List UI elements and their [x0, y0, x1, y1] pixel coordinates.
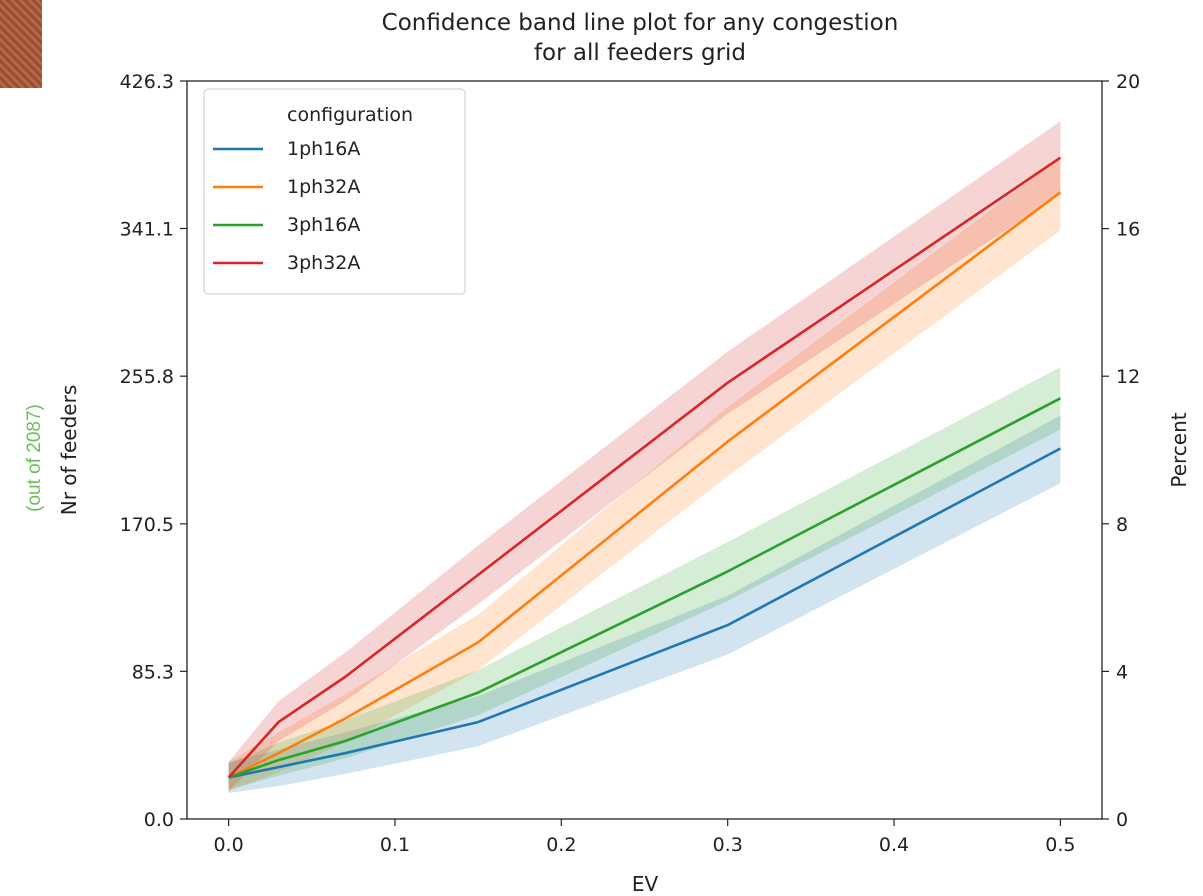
x-tick-label: 0.0: [213, 834, 243, 856]
decorative-corner-block: [0, 0, 42, 88]
legend-label-3ph16A: 3ph16A: [287, 214, 360, 236]
legend-entries: 1ph16A 1ph32A 3ph16A 3ph32A: [213, 138, 360, 274]
y-tick-label-right: 8: [1116, 514, 1128, 536]
x-tick-label: 0.1: [380, 834, 410, 856]
series-line-1ph16A: [228, 447, 1062, 779]
chart-subtitle: for all feeders grid: [534, 40, 746, 66]
y-tick-label-left: 85.3: [132, 661, 174, 683]
axis-ticks: 0.0 0.1 0.2 0.3 0.4 0.5 0.0 85.3 170.5 255.8 341.1…: [120, 71, 1141, 856]
legend: configuration 1ph16A 1ph32A 3ph16A 3ph32A: [203, 88, 466, 295]
confidence-bands: [228, 121, 1061, 793]
y-tick-label-left: 341.1: [120, 218, 174, 240]
confidence-band-1ph32A: [228, 157, 1061, 792]
x-tick-label: 0.5: [1045, 834, 1075, 856]
y-tick-label-right: 4: [1116, 661, 1128, 683]
y-tick-label-right: 16: [1116, 219, 1140, 241]
series-line-1ph32A: [228, 191, 1062, 779]
legend-label-1ph32A: 1ph32A: [287, 176, 360, 198]
x-tick-label: 0.3: [713, 834, 743, 856]
y-tick-label-left: 255.8: [120, 366, 174, 388]
plot-frame: [186, 80, 1103, 820]
y-tick-label-right: 20: [1116, 71, 1140, 93]
y-tick-label-left: 0.0: [144, 809, 174, 831]
x-tick-label: 0.2: [546, 834, 576, 856]
y-tick-label-left: 426.3: [120, 71, 174, 93]
series-lines: [227, 156, 1062, 779]
y-tick-label-right: 12: [1116, 366, 1140, 388]
y-axis-label-right: Percent: [1167, 412, 1191, 487]
legend-label-1ph16A: 1ph16A: [287, 138, 360, 160]
legend-title: configuration: [287, 104, 413, 126]
confidence-band-3ph16A: [228, 367, 1061, 790]
series-line-3ph32A: [227, 156, 1062, 779]
legend-box: [203, 88, 466, 295]
y-axis-label-left: Nr of feeders: [57, 385, 81, 515]
series-line-3ph16A: [228, 397, 1062, 779]
y-tick-label-left: 170.5: [120, 514, 174, 536]
x-axis-label: EV: [632, 872, 659, 896]
legend-label-3ph32A: 3ph32A: [287, 252, 360, 274]
x-tick-label: 0.4: [879, 834, 909, 856]
chart-title: Confidence band line plot for any conges…: [382, 10, 899, 36]
confidence-band-1ph16A: [228, 415, 1061, 793]
y-tick-label-right: 0: [1116, 809, 1128, 831]
confidence-band-3ph32A: [228, 121, 1061, 792]
